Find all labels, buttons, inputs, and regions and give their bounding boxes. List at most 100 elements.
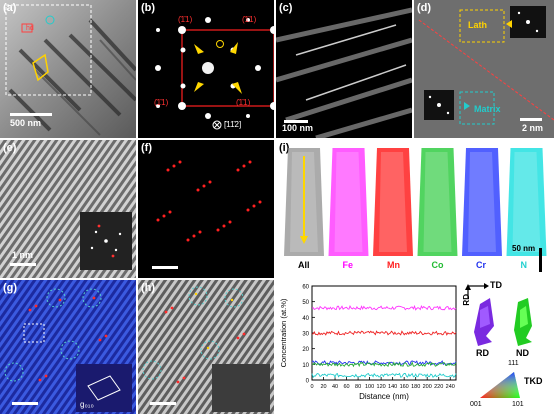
panel-d-label: (d) [417, 2, 432, 14]
panel-i: (i) All Fe Mn Co Cr N 50 nm 0 10 20 30 40 50 60 0 20 4… [276, 140, 554, 414]
panel-d-image [414, 0, 554, 138]
panel-c-scale-bar [284, 120, 308, 123]
panel-g-scale-bar [12, 402, 38, 405]
panel-h: (h) [138, 280, 274, 414]
x-tick-label: 140 [388, 384, 397, 390]
x-tick-label: 20 [320, 384, 326, 390]
zone-axis-label: [̄11̄2] [224, 120, 242, 129]
apt-column-highlight [512, 152, 541, 252]
panel-f-scale-bar [152, 266, 178, 269]
panel-g-label: (g) [3, 282, 18, 294]
panel-d: (d) Lath Matrix 2 nm [414, 0, 554, 138]
x-tick-label: 240 [446, 384, 455, 390]
y-tick-label: 60 [302, 285, 309, 291]
panel-g-image [0, 280, 136, 414]
panel-g: (g) g₀₁₀ [0, 280, 136, 414]
panel-a-scale-text: 500 nm [10, 118, 42, 128]
spot-label-bl: (̄1̄1) [154, 98, 169, 107]
panel-h-image [138, 280, 274, 414]
series-line-4 [311, 372, 457, 379]
panel-b-label: (b) [141, 2, 156, 14]
panel-b-image [155, 17, 274, 130]
apt-label-co: Co [431, 260, 444, 270]
td-axis-label: TD [490, 280, 502, 290]
x-tick-label: 80 [355, 384, 361, 390]
y-axis-label: Concentration (at.%) [279, 298, 288, 367]
series-line-3 [311, 361, 457, 368]
apt-column-co [417, 148, 458, 256]
panel-i-scale-bar [539, 248, 542, 272]
panel-f-label: (f) [141, 142, 152, 154]
panel-f: (f) [138, 140, 274, 278]
x-tick-label: 60 [343, 384, 349, 390]
apt-analysis-arrowhead [300, 236, 308, 244]
apt-columns: All Fe Mn Co Cr N 50 nm [282, 146, 554, 276]
panel-i-scale-text: 50 nm [512, 244, 536, 253]
panel-d-scale-bar [520, 118, 542, 121]
lath-label: Lath [468, 20, 487, 30]
x-tick-label: 160 [400, 384, 409, 390]
panel-e-label: (e) [3, 142, 17, 154]
apt-label-mn: Mn [387, 260, 400, 270]
apt-label-n: N [520, 260, 528, 270]
ipf-001-label: 001 [470, 401, 482, 408]
panel-a: (a) hd 500 nm [0, 0, 136, 138]
x-tick-label: 100 [365, 384, 374, 390]
apt-column-n [506, 148, 547, 256]
x-tick-label: 200 [423, 384, 432, 390]
apt-label-cr: Cr [476, 260, 487, 270]
matrix-label: Matrix [474, 104, 501, 114]
apt-column-highlight [334, 152, 363, 252]
apt-column-highlight [468, 152, 496, 252]
x-tick-label: 40 [332, 384, 338, 390]
x-tick-label: 180 [411, 384, 420, 390]
y-tick-label: 20 [302, 347, 309, 353]
tkd-inset: RD TD RD ND 111 TKD 001 101 [462, 280, 554, 414]
rd-axis-label: RD [462, 294, 471, 306]
apt-column-mn [373, 148, 413, 256]
x-tick-label: 0 [310, 384, 313, 390]
panel-f-image [156, 160, 262, 242]
panel-h-label: (h) [141, 282, 156, 294]
ipf-101-label: 101 [512, 401, 524, 408]
concentration-chart: 0 10 20 30 40 50 60 0 20 40 60 80 100 120 140 160 180 200… [276, 280, 462, 414]
panel-d-scale-text: 2 nm [522, 123, 544, 133]
x-tick-label: 120 [377, 384, 386, 390]
series-line-2 [311, 360, 457, 366]
panel-e-scale-text: 1 nm [12, 250, 34, 260]
spot-label-br: (̄1̄1) [236, 98, 251, 107]
apt-column-highlight [379, 152, 407, 252]
tkd-label: TKD [524, 376, 543, 386]
y-tick-label: 50 [302, 300, 309, 306]
panel-c: (c) 100 nm [276, 0, 412, 138]
rd-map-label: RD [476, 348, 489, 358]
panel-a-scale-bar [10, 113, 52, 116]
tkd-inset-svg [465, 283, 532, 398]
apt-column-fe [328, 148, 369, 256]
nd-map-label: ND [516, 348, 529, 358]
panel-c-scale-text: 100 nm [282, 123, 314, 133]
y-tick-label: 10 [302, 363, 309, 369]
panel-h-scale-bar [150, 402, 176, 405]
x-tick-label: 220 [434, 384, 443, 390]
y-tick-label: 40 [302, 316, 309, 322]
spot-label-tl: (̄1̄1) [178, 15, 193, 24]
panel-a-label: (a) [3, 2, 17, 14]
y-tick-label: 30 [302, 332, 309, 338]
panel-e-scale-bar [10, 263, 36, 266]
y-tick-label: 0 [306, 379, 310, 385]
apt-label-all: All [298, 260, 310, 270]
panel-c-image [276, 7, 412, 138]
g-vector-label: g₀₁₀ [80, 400, 94, 409]
panel-c-label: (c) [279, 2, 293, 14]
ipf-111-label: 111 [508, 360, 519, 367]
panel-i-label: (i) [279, 142, 290, 154]
panel-b: (b) (̄1̄1) (̄1̄1) (̄1̄1) (̄1̄1) [̄11̄2] [138, 0, 274, 138]
x-axis-label: Distance (nm) [359, 392, 409, 401]
spot-label-tr: (̄1̄1) [242, 15, 257, 24]
apt-label-fe: Fe [342, 260, 354, 270]
apt-column-cr [462, 148, 502, 256]
series-line-1 [311, 330, 457, 336]
panel-e: (e) 1 nm [0, 140, 136, 278]
panel-e-image [0, 140, 136, 278]
